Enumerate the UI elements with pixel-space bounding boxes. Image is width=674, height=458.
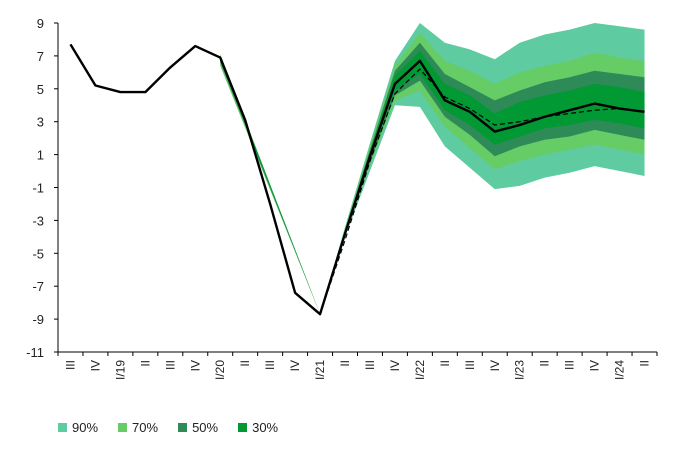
x-tick-label: I/20 bbox=[213, 360, 227, 380]
x-tick-label: III bbox=[363, 360, 377, 370]
x-tick-labels: III IV I/19 II III IV I/20 II III IV I/21 II III IV I/… bbox=[63, 360, 651, 380]
x-tick-label: IV bbox=[88, 360, 102, 371]
legend-label: 70% bbox=[132, 420, 159, 435]
x-tick-label: IV bbox=[388, 360, 402, 371]
legend-swatch bbox=[178, 423, 188, 432]
legend-item: 70% bbox=[118, 420, 158, 435]
x-tick-label: I/19 bbox=[113, 360, 127, 380]
legend: 90% 70% 50% 30% bbox=[58, 420, 278, 435]
legend-swatch bbox=[58, 423, 67, 432]
x-tick-label: III bbox=[563, 360, 577, 370]
series-lines bbox=[69, 43, 645, 316]
x-tick-label: IV bbox=[188, 360, 202, 371]
x-tick-label: I/24 bbox=[613, 360, 627, 380]
x-tick-label: III bbox=[263, 360, 277, 370]
legend-swatch bbox=[238, 423, 248, 432]
y-tick-label: 9 bbox=[37, 16, 44, 31]
axes bbox=[54, 22, 658, 356]
y-tick-label: -5 bbox=[32, 246, 44, 261]
y-tick-label: -1 bbox=[32, 181, 44, 196]
legend-item: 30% bbox=[238, 420, 278, 435]
x-tick-label: II bbox=[538, 360, 552, 367]
y-tick-label: -9 bbox=[32, 312, 44, 327]
x-tick-label: IV bbox=[488, 360, 502, 371]
x-tick-label: II bbox=[638, 360, 652, 367]
x-tick-label: IV bbox=[288, 360, 302, 371]
y-tick-label: -3 bbox=[32, 213, 44, 228]
legend-label: 90% bbox=[72, 420, 99, 435]
x-tick-label: I/21 bbox=[313, 360, 327, 380]
x-tick-label: II bbox=[138, 360, 152, 367]
x-tick-label: III bbox=[63, 360, 77, 370]
y-tick-label: -7 bbox=[32, 279, 44, 294]
x-tick-label: I/22 bbox=[413, 360, 427, 380]
y-tick-label: 5 bbox=[37, 82, 44, 97]
legend-item: 50% bbox=[178, 420, 218, 435]
y-tick-labels: 9 7 5 3 1 -1 -3 -5 -7 -9 -11 bbox=[26, 16, 44, 360]
y-tick-label: -11 bbox=[26, 345, 44, 360]
y-tick-label: 7 bbox=[37, 49, 44, 64]
x-tick-label: I/23 bbox=[513, 360, 527, 380]
y-tick-label: 3 bbox=[37, 115, 44, 130]
x-tick-label: II bbox=[238, 360, 252, 367]
x-tick-label: II bbox=[438, 360, 452, 367]
x-tick-label: III bbox=[163, 360, 177, 370]
legend-label: 50% bbox=[192, 420, 219, 435]
y-tick-label: 1 bbox=[37, 148, 44, 163]
series-line-dashed bbox=[319, 68, 645, 315]
x-tick-label: IV bbox=[588, 360, 602, 371]
x-tick-label: III bbox=[463, 360, 477, 370]
legend-swatch bbox=[118, 423, 128, 432]
legend-label: 30% bbox=[252, 420, 279, 435]
legend-item: 90% bbox=[58, 420, 98, 435]
fan-band-30pct bbox=[220, 50, 645, 315]
x-tick-label: II bbox=[338, 360, 352, 367]
fan-bands bbox=[220, 23, 645, 315]
